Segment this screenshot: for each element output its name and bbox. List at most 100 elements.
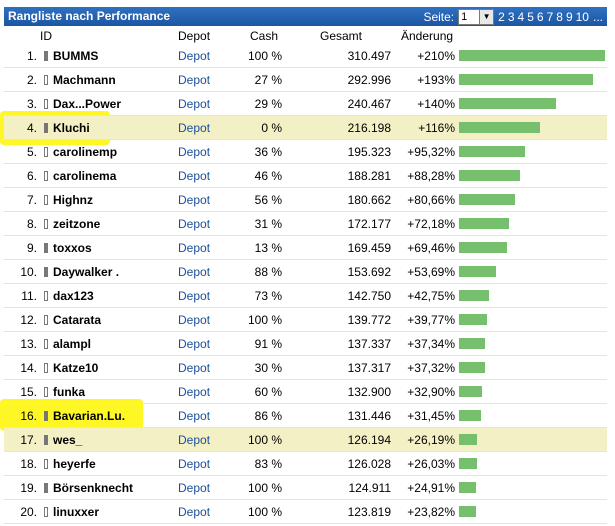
page-ellipsis[interactable]: ... [592, 9, 603, 24]
rank: 10. [20, 265, 37, 279]
user-name-link[interactable]: Highnz [53, 193, 93, 207]
status-icon [44, 459, 48, 469]
user-name-link[interactable]: Machmann [53, 73, 116, 87]
col-header-id[interactable]: ID [40, 29, 52, 43]
rank: 4. [26, 121, 37, 135]
depot-link[interactable]: Depot [178, 121, 211, 135]
user-name-link[interactable]: carolinema [53, 169, 117, 183]
col-header-cash[interactable]: Cash [250, 29, 279, 43]
cash-value: 88 % [254, 265, 282, 279]
table-row: 20. linuxxer Depot 100 % 123.819 +23,82% [4, 500, 607, 524]
user-name-link[interactable]: zeitzone [53, 217, 101, 231]
change-value: +31,45% [407, 409, 455, 423]
depot-link[interactable]: Depot [178, 433, 211, 447]
change-value: +210% [417, 49, 455, 63]
chevron-down-icon[interactable]: ▼ [479, 9, 494, 24]
change-value: +32,90% [407, 385, 455, 399]
cash-value: 100 % [247, 433, 282, 447]
col-header-change[interactable]: Änderung [401, 29, 454, 43]
status-icon [44, 51, 48, 61]
page-link[interactable]: 9 [565, 9, 573, 24]
total-value: 195.323 [347, 145, 391, 159]
depot-link[interactable]: Depot [178, 481, 211, 495]
page-link[interactable]: 4 [517, 9, 525, 24]
user-name-link[interactable]: funka [53, 385, 86, 399]
change-value: +193% [417, 73, 455, 87]
page-link[interactable]: 8 [556, 9, 563, 24]
user-name-link[interactable]: Kluchi [53, 121, 90, 135]
depot-link[interactable]: Depot [178, 73, 211, 87]
page-link[interactable]: 2 [498, 9, 505, 24]
user-name-link[interactable]: wes_ [53, 433, 83, 447]
cash-value: 0 % [261, 121, 282, 135]
col-header-depot[interactable]: Depot [178, 29, 211, 43]
rank: 11. [21, 289, 37, 303]
change-value: +23,82% [407, 505, 455, 519]
cash-value: 29 % [254, 97, 282, 111]
depot-link[interactable]: Depot [178, 409, 211, 423]
page-link[interactable]: 7 [546, 9, 554, 24]
total-value: 123.819 [347, 505, 391, 519]
total-value: 240.467 [347, 97, 391, 111]
performance-bar [459, 122, 540, 133]
user-name-link[interactable]: Bavarian.Lu. [53, 409, 126, 423]
depot-link[interactable]: Depot [178, 505, 211, 519]
depot-link[interactable]: Depot [178, 145, 211, 159]
depot-link[interactable]: Depot [178, 193, 211, 207]
performance-bar [459, 98, 556, 109]
depot-link[interactable]: Depot [178, 289, 211, 303]
performance-bar [459, 266, 496, 277]
user-name-link[interactable]: Börsenknecht [53, 481, 134, 495]
user-name-link[interactable]: alampl [53, 337, 92, 351]
rank: 12. [20, 313, 37, 327]
depot-link[interactable]: Depot [178, 361, 211, 375]
user-name-link[interactable]: linuxxer [53, 505, 100, 519]
user-name-link[interactable]: Dax...Power [53, 97, 122, 111]
depot-link[interactable]: Depot [178, 97, 211, 111]
status-icon [44, 243, 48, 253]
rank: 5. [26, 145, 37, 159]
status-icon [44, 291, 48, 301]
page-link[interactable]: 5 [527, 9, 534, 24]
depot-link[interactable]: Depot [178, 49, 211, 63]
user-name-link[interactable]: Daywalker . [53, 265, 120, 279]
user-name-link[interactable]: dax123 [53, 289, 94, 303]
total-value: 126.194 [347, 433, 391, 447]
depot-link[interactable]: Depot [178, 457, 211, 471]
performance-bar [459, 362, 485, 373]
page-link[interactable]: 3 [507, 9, 515, 24]
cash-value: 86 % [254, 409, 282, 423]
col-header-total[interactable]: Gesamt [320, 29, 363, 43]
table-row: 13. alampl Depot 91 % 137.337 +37,34% [4, 332, 607, 356]
performance-bar [459, 218, 509, 229]
depot-link[interactable]: Depot [178, 385, 211, 399]
rank: 7. [26, 193, 37, 207]
page-select[interactable]: 1 ▼ [458, 8, 495, 25]
total-value: 188.281 [347, 169, 391, 183]
depot-link[interactable]: Depot [178, 217, 211, 231]
user-name-link[interactable]: heyerfe [53, 457, 96, 471]
depot-link[interactable]: Depot [178, 241, 211, 255]
cash-value: 91 % [254, 337, 282, 351]
cash-value: 73 % [254, 289, 282, 303]
user-name-link[interactable]: Catarata [53, 313, 102, 327]
depot-link[interactable]: Depot [178, 337, 211, 351]
rank: 9. [26, 241, 37, 255]
user-name-link[interactable]: BUMMS [53, 49, 99, 63]
performance-bar [459, 482, 476, 493]
user-name-link[interactable]: Katze10 [53, 361, 99, 375]
status-icon [44, 123, 48, 133]
cash-value: 13 % [254, 241, 282, 255]
rank: 8. [26, 217, 37, 231]
page-link[interactable]: 10 [575, 9, 589, 24]
page-link[interactable]: 6 [536, 9, 544, 24]
depot-link[interactable]: Depot [178, 265, 211, 279]
rank: 6. [26, 169, 37, 183]
total-value: 216.198 [347, 121, 391, 135]
depot-link[interactable]: Depot [178, 169, 211, 183]
user-name-link[interactable]: carolinemp [53, 145, 118, 159]
user-name-link[interactable]: toxxos [53, 241, 92, 255]
depot-link[interactable]: Depot [178, 313, 211, 327]
table-row: 7. Highnz Depot 56 % 180.662 +80,66% [4, 188, 607, 212]
status-icon [44, 267, 48, 277]
